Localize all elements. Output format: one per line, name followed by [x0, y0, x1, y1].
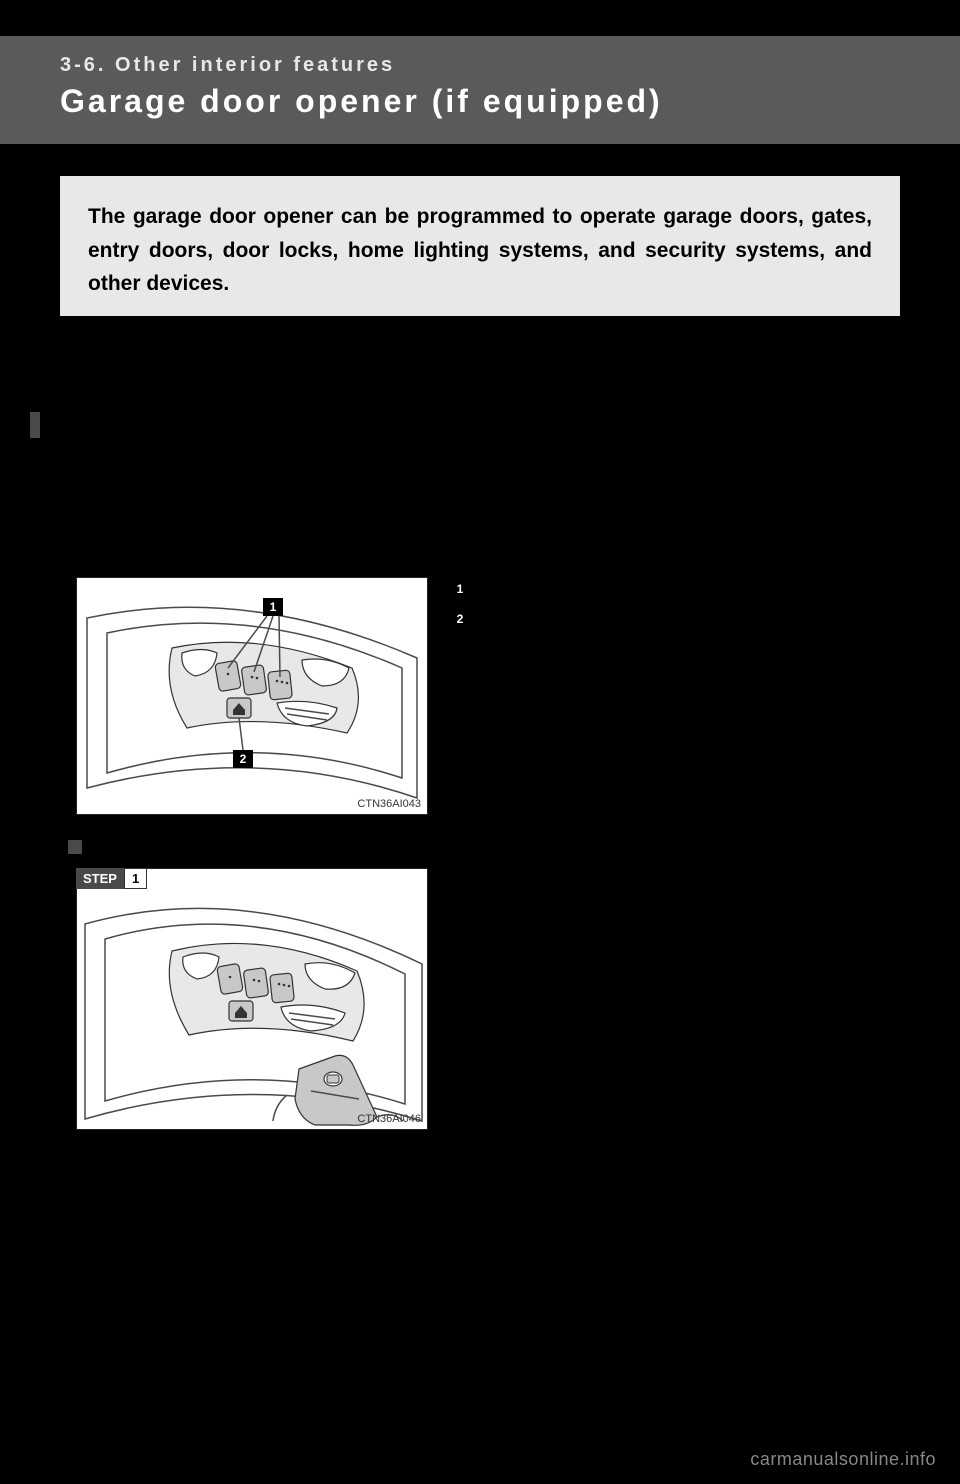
step-label: STEP [76, 868, 124, 889]
callout-right-2: 2 [450, 610, 470, 628]
intro-text: The garage door opener can be programmed… [88, 200, 872, 301]
diagram-1-id: CTN36AI043 [357, 798, 421, 810]
callout-2-num: 2 [240, 752, 247, 766]
header-band: 3-6. Other interior features Garage door… [0, 36, 960, 144]
subsection-marker [68, 840, 82, 854]
page-title: Garage door opener (if equipped) [60, 83, 900, 120]
diagram-svg-1: 1 2 [77, 578, 429, 816]
section-marker [30, 412, 40, 438]
callout-right-1: 1 [450, 580, 470, 598]
diagram-overhead-console: 1 2 CTN36AI043 [76, 577, 428, 815]
diagram-2-id: CTN36AI046 [357, 1113, 421, 1125]
section-label: 3-6. Other interior features [60, 54, 900, 77]
intro-box: The garage door opener can be programmed… [60, 176, 900, 316]
step-number: 1 [124, 868, 147, 889]
callout-1-num: 1 [270, 600, 277, 614]
diagram-svg-2 [77, 869, 429, 1131]
step-badge: STEP 1 [76, 868, 147, 889]
diagram-programming: CTN36AI046 [76, 868, 428, 1130]
watermark: carmanualsonline.info [750, 1449, 936, 1470]
